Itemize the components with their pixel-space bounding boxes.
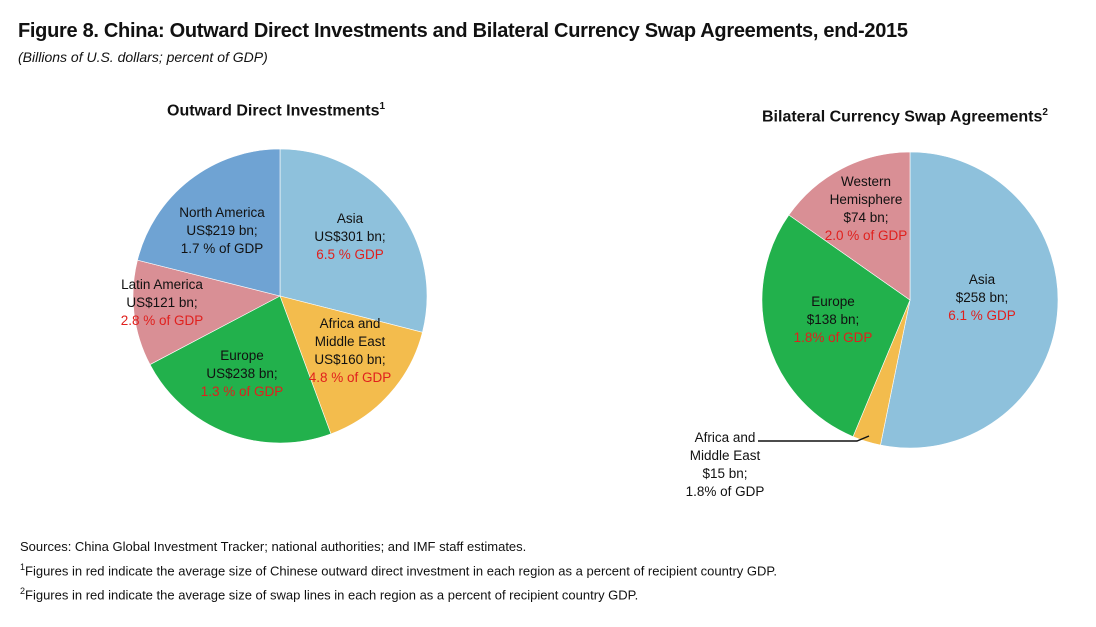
odi-label-asia-line1: US$301 bn; bbox=[314, 229, 385, 244]
swap-label-europe-line2: 1.8% of GDP bbox=[794, 330, 873, 345]
chart1-title-footnote: 1 bbox=[379, 101, 386, 112]
swap-label-africa-and-middle-east-line1: Middle East bbox=[690, 448, 761, 463]
odi-label-africa-and-middle-east-line3: 4.8 % of GDP bbox=[309, 370, 392, 385]
figure-title: Figure 8. China: Outward Direct Investme… bbox=[18, 20, 908, 42]
odi-label-north-america-line0: North America bbox=[179, 205, 265, 220]
odi-label-europe: Europe US$238 bn; 1.3 % of GDP bbox=[201, 348, 284, 399]
odi-label-latin-america: Latin America US$121 bn; 2.8 % of GDP bbox=[121, 277, 204, 328]
odi-label-north-america-line2: 1.7 % of GDP bbox=[181, 241, 264, 256]
odi-label-europe-line2: 1.3 % of GDP bbox=[201, 384, 284, 399]
swap-label-western-hemisphere-line3: 2.0 % of GDP bbox=[825, 228, 908, 243]
odi-label-latin-america-line0: Latin America bbox=[121, 277, 203, 292]
footnote-2-text: Figures in red indicate the average size… bbox=[25, 587, 639, 603]
footnote-1-text: Figures in red indicate the average size… bbox=[25, 563, 778, 579]
odi-label-africa-and-middle-east: Africa and Middle East US$160 bn; 4.8 % of … bbox=[309, 316, 392, 385]
swap-label-western-hemisphere-line0: Western bbox=[841, 174, 891, 189]
odi-label-asia-line2: 6.5 % GDP bbox=[316, 247, 384, 262]
swap-label-africa-and-middle-east-line0: Africa and bbox=[695, 430, 756, 445]
swap-label-europe-line0: Europe bbox=[811, 294, 855, 309]
odi-slice-africa-and-middle-east bbox=[279, 295, 423, 435]
swap-slice-asia bbox=[880, 151, 1059, 449]
swap-label-western-hemisphere-line1: Hemisphere bbox=[830, 192, 903, 207]
odi-label-north-america: North America US$219 bn; 1.7 % of GDP bbox=[179, 205, 265, 256]
swap-slice-europe bbox=[761, 214, 911, 437]
chart1-title-text: Outward Direct Investments bbox=[167, 102, 380, 120]
swap-label-africa-and-middle-east-line2: $15 bn; bbox=[702, 466, 747, 481]
sources-note: Sources: China Global Investment Tracker… bbox=[20, 539, 527, 554]
swap-label-europe-line1: $138 bn; bbox=[807, 312, 860, 327]
swap-label-europe: Europe $138 bn; 1.8% of GDP bbox=[794, 294, 873, 345]
odi-slice-asia bbox=[279, 148, 428, 333]
swap-label-western-hemisphere: Western Hemisphere $74 bn; 2.0 % of GDP bbox=[825, 174, 908, 243]
footnote-2-mark: 2 bbox=[20, 586, 26, 597]
odi-slice-latin-america bbox=[132, 259, 281, 365]
footnote-2: 2Figures in red indicate the average siz… bbox=[20, 581, 777, 605]
swap-label-asia-line1: $258 bn; bbox=[956, 290, 1009, 305]
chart2-title: Bilateral Currency Swap Agreements2 bbox=[762, 107, 1048, 126]
odi-label-africa-and-middle-east-line1: Middle East bbox=[315, 334, 386, 349]
odi-label-latin-america-line2: 2.8 % of GDP bbox=[121, 313, 204, 328]
notes: Sources: China Global Investment Tracker… bbox=[20, 537, 777, 606]
swap-label-asia: Asia $258 bn; 6.1 % GDP bbox=[948, 272, 1016, 323]
odi-label-north-america-line1: US$219 bn; bbox=[186, 223, 257, 238]
figure-subtitle: (Billions of U.S. dollars; percent of GD… bbox=[18, 49, 268, 65]
odi-label-europe-line0: Europe bbox=[220, 348, 264, 363]
odi-label-asia: Asia US$301 bn; 6.5 % GDP bbox=[314, 211, 385, 262]
odi-label-africa-and-middle-east-line2: US$160 bn; bbox=[314, 352, 385, 367]
odi-label-latin-america-line1: US$121 bn; bbox=[126, 295, 197, 310]
odi-slice-north-america bbox=[137, 148, 281, 297]
swap-label-asia-line2: 6.1 % GDP bbox=[948, 308, 1016, 323]
odi-label-africa-and-middle-east-line0: Africa and bbox=[320, 316, 381, 331]
chart2-title-footnote: 2 bbox=[1042, 107, 1048, 118]
swap-leader-line bbox=[758, 435, 870, 442]
swap-slice-western-hemisphere bbox=[788, 151, 911, 301]
odi-label-europe-line1: US$238 bn; bbox=[206, 366, 277, 381]
chart1-title: Outward Direct Investments1 bbox=[167, 101, 385, 120]
footnote-1-mark: 1 bbox=[20, 562, 26, 572]
chart2-title-text: Bilateral Currency Swap Agreements bbox=[762, 108, 1043, 126]
odi-slice-europe bbox=[149, 295, 332, 444]
swap-label-western-hemisphere-line2: $74 bn; bbox=[843, 210, 888, 225]
footnote-1: 1Figures in red indicate the average siz… bbox=[20, 557, 777, 581]
swap-label-africa-and-middle-east: Africa and Middle East $15 bn; 1.8% of GDP bbox=[686, 430, 870, 499]
odi-label-asia-line0: Asia bbox=[337, 211, 364, 226]
swap-label-asia-line0: Asia bbox=[969, 272, 996, 287]
swap-label-africa-and-middle-east-line3: 1.8% of GDP bbox=[686, 484, 765, 499]
